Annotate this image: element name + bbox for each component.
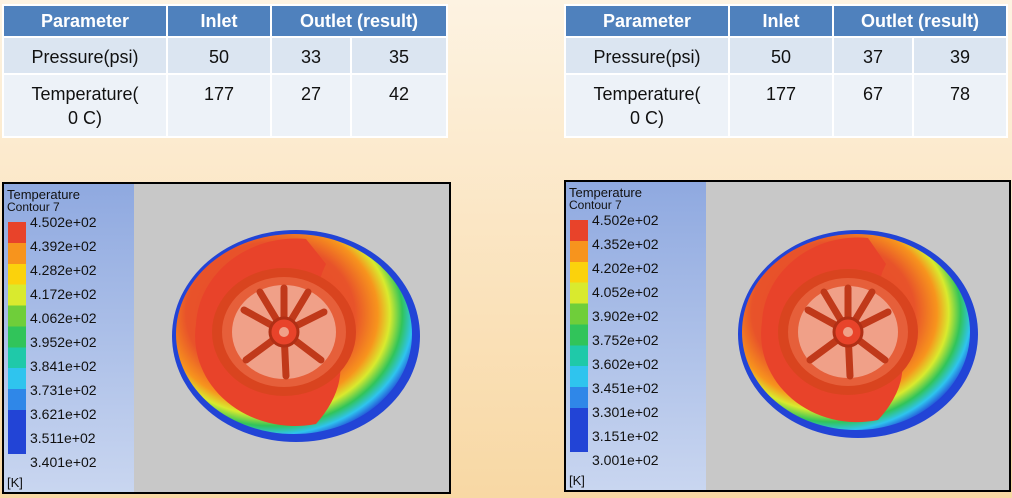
cell-inlet: 177 xyxy=(730,75,832,136)
legend-label: 3.401e+02 xyxy=(30,454,97,470)
param-line-2: 0 C) xyxy=(629,108,664,128)
color-bar xyxy=(570,220,588,452)
legend-unit: [K] xyxy=(7,475,23,490)
header-parameter: Parameter xyxy=(4,6,166,36)
legend-label: 3.511e+02 xyxy=(30,430,96,446)
contour-legend: Temperature Contour 7 4.502e+02 4.392e+0… xyxy=(4,184,134,492)
legend-label: 3.621e+02 xyxy=(30,406,97,422)
legend-label: 4.282e+02 xyxy=(30,262,97,278)
legend-label: 4.502e+02 xyxy=(30,214,97,230)
legend-label: 4.352e+02 xyxy=(592,236,659,252)
color-bar xyxy=(8,222,26,454)
header-inlet: Inlet xyxy=(168,6,270,36)
legend-label: 4.392e+02 xyxy=(30,238,97,254)
cell-outlet-2: 39 xyxy=(914,38,1006,73)
table-row-pressure: Pressure(psi) 50 37 39 xyxy=(566,38,1006,73)
table-row-pressure: Pressure(psi) 50 33 35 xyxy=(4,38,446,73)
temperature-contour-left: Temperature Contour 7 4.502e+02 4.392e+0… xyxy=(2,182,451,494)
temperature-contour-right: Temperature Contour 7 4.502e+02 4.352e+0… xyxy=(564,180,1011,492)
cell-param: Temperature( 0 C) xyxy=(566,75,728,136)
legend-unit: [K] xyxy=(569,473,585,488)
cell-inlet: 177 xyxy=(168,75,270,136)
header-outlet: Outlet (result) xyxy=(834,6,1006,36)
param-line-1: Temperature( xyxy=(31,84,139,104)
table-header-row: Parameter Inlet Outlet (result) xyxy=(566,6,1006,36)
cell-outlet-1: 33 xyxy=(272,38,350,73)
cell-outlet-2: 78 xyxy=(914,75,1006,136)
param-line-1: Temperature( xyxy=(593,84,701,104)
legend-label: 3.752e+02 xyxy=(592,332,659,348)
results-table-left: Parameter Inlet Outlet (result) Pressure… xyxy=(2,4,448,138)
cell-outlet-1: 67 xyxy=(834,75,912,136)
legend-label: 3.952e+02 xyxy=(30,334,97,350)
wheel-temperature-render xyxy=(172,230,420,442)
table-row-temperature: Temperature( 0 C) 177 67 78 xyxy=(566,75,1006,136)
cell-param: Pressure(psi) xyxy=(566,38,728,73)
legend-label: 4.202e+02 xyxy=(592,260,659,276)
legend-label: 3.841e+02 xyxy=(30,358,97,374)
legend-subtitle: Contour 7 xyxy=(569,198,622,212)
cell-param: Pressure(psi) xyxy=(4,38,166,73)
legend-label: 3.001e+02 xyxy=(592,452,659,468)
case-right: Parameter Inlet Outlet (result) Pressure… xyxy=(548,0,1012,498)
hub-center xyxy=(279,327,289,337)
table-row-temperature: Temperature( 0 C) 177 27 42 xyxy=(4,75,446,136)
cell-outlet-1: 27 xyxy=(272,75,350,136)
legend-label: 3.451e+02 xyxy=(592,380,659,396)
hub-center xyxy=(843,327,853,337)
cell-outlet-1: 37 xyxy=(834,38,912,73)
legend-label: 3.602e+02 xyxy=(592,356,659,372)
legend-label: 4.052e+02 xyxy=(592,284,659,300)
legend-subtitle: Contour 7 xyxy=(7,200,60,214)
legend-title: Temperature xyxy=(7,187,80,202)
legend-label: 4.502e+02 xyxy=(592,212,659,228)
cell-param: Temperature( 0 C) xyxy=(4,75,166,136)
header-parameter: Parameter xyxy=(566,6,728,36)
param-line-2: 0 C) xyxy=(67,108,102,128)
table-header-row: Parameter Inlet Outlet (result) xyxy=(4,6,446,36)
cell-inlet: 50 xyxy=(730,38,832,73)
legend-label: 4.062e+02 xyxy=(30,310,97,326)
cell-outlet-2: 42 xyxy=(352,75,446,136)
legend-label: 3.301e+02 xyxy=(592,404,659,420)
header-outlet: Outlet (result) xyxy=(272,6,446,36)
legend-label: 3.151e+02 xyxy=(592,428,659,444)
legend-label: 3.731e+02 xyxy=(30,382,97,398)
header-inlet: Inlet xyxy=(730,6,832,36)
legend-title: Temperature xyxy=(569,185,642,200)
legend-label: 4.172e+02 xyxy=(30,286,97,302)
cell-inlet: 50 xyxy=(168,38,270,73)
cell-outlet-2: 35 xyxy=(352,38,446,73)
case-left: Parameter Inlet Outlet (result) Pressure… xyxy=(0,0,460,498)
results-table-right: Parameter Inlet Outlet (result) Pressure… xyxy=(564,4,1008,138)
legend-label: 3.902e+02 xyxy=(592,308,659,324)
contour-legend: Temperature Contour 7 4.502e+02 4.352e+0… xyxy=(566,182,706,490)
wheel-temperature-render xyxy=(738,230,978,438)
